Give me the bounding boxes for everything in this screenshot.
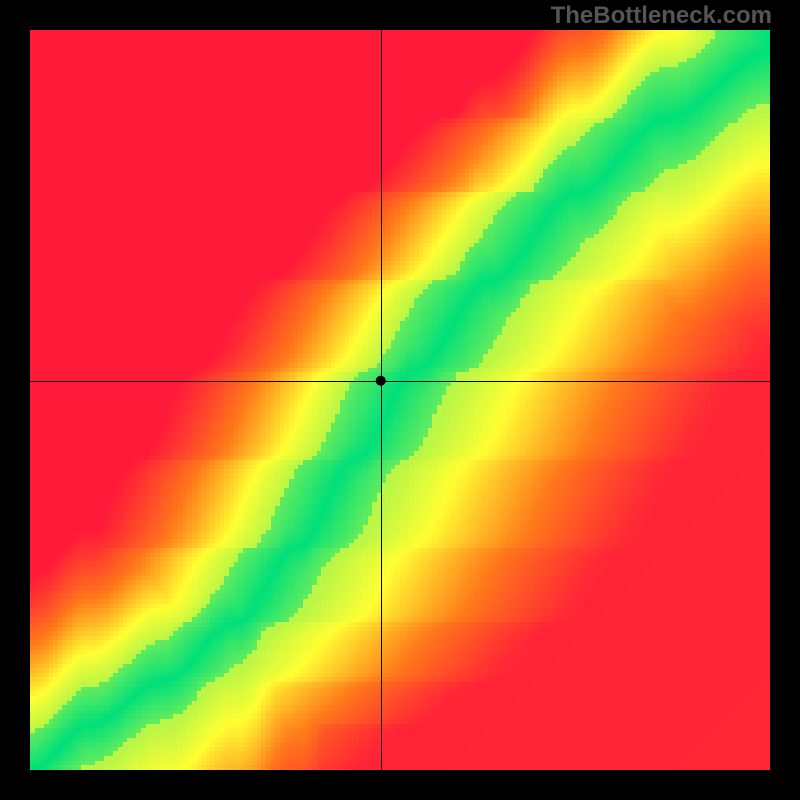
watermark-text: TheBottleneck.com bbox=[551, 2, 772, 30]
bottleneck-heatmap bbox=[0, 0, 800, 800]
chart-container: TheBottleneck.com bbox=[0, 0, 800, 800]
